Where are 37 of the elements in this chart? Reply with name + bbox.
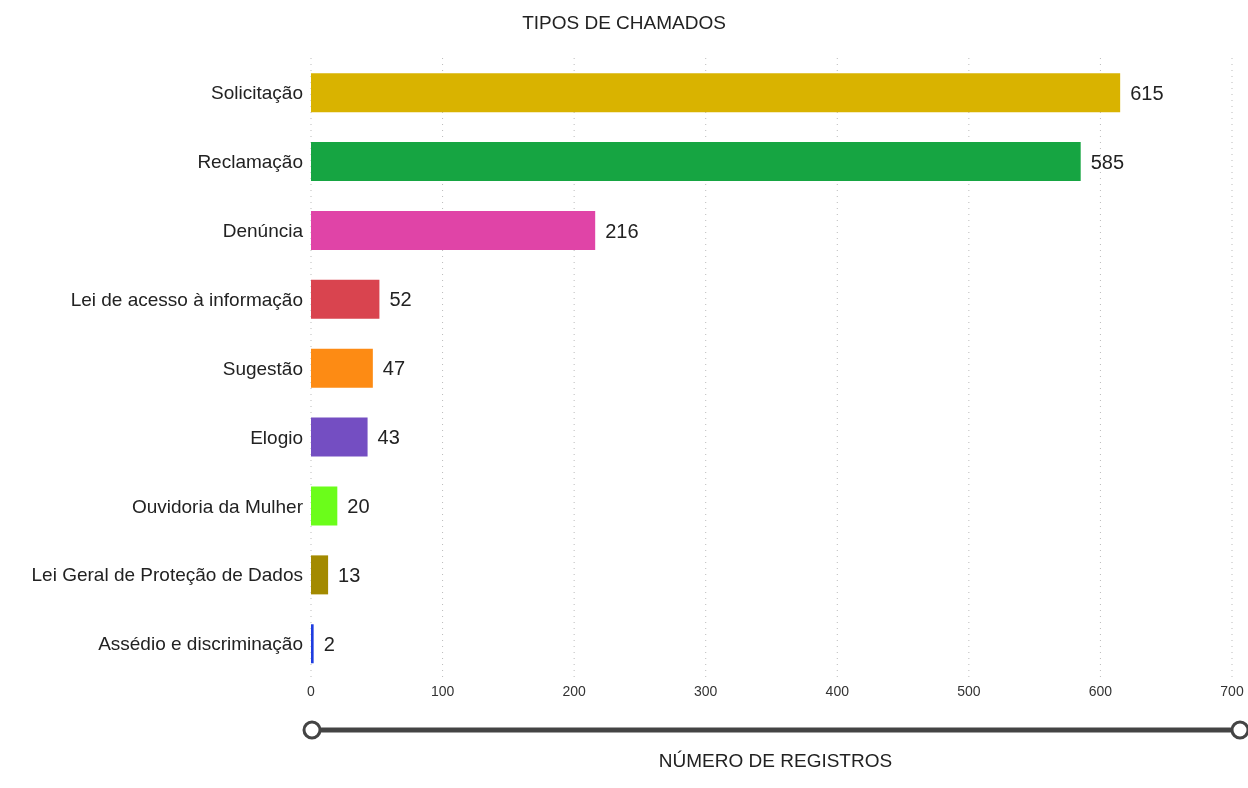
bar	[311, 417, 368, 457]
y-tick-label: Assédio e discriminação	[98, 633, 303, 655]
bar	[311, 73, 1121, 113]
data-label: 47	[382, 357, 406, 380]
bar	[311, 142, 1081, 182]
bar	[311, 279, 380, 319]
data-label: 2	[323, 632, 335, 655]
data-label: 216	[605, 219, 639, 242]
x-tick-label: 400	[825, 682, 850, 699]
y-tick-label: Reclamação	[197, 151, 303, 173]
y-tick-label: Lei Geral de Proteção de Dados	[31, 564, 303, 586]
y-tick-label: Elogio	[250, 426, 303, 448]
bar	[311, 486, 338, 526]
bar	[311, 555, 329, 595]
x-tick-label: 100	[430, 682, 455, 699]
x-tick-label: 300	[694, 682, 718, 699]
data-label: 52	[389, 288, 412, 311]
bar	[311, 210, 596, 250]
data-label: 13	[338, 563, 361, 586]
data-label: 585	[1090, 150, 1125, 173]
y-tick-label: Sugestão	[222, 357, 303, 379]
data-label: 20	[347, 495, 370, 518]
bar	[311, 624, 314, 664]
y-tick-label: Lei de acesso à informação	[70, 288, 303, 310]
y-tick-label: Solicitação	[211, 82, 303, 104]
x-tick-label: 500	[957, 682, 981, 699]
x-tick-label: 0	[307, 682, 316, 699]
chart-title: TIPOS DE CHAMADOS	[521, 11, 727, 35]
data-label: 615	[1130, 81, 1164, 104]
y-tick-label: Denúncia	[222, 219, 304, 241]
bar	[311, 348, 373, 388]
x-axis-title: NÚMERO DE REGISTROS	[657, 750, 894, 772]
y-tick-label: Ouvidoria da Mulher	[131, 495, 304, 517]
x-tick-label: 700	[1220, 682, 1244, 699]
data-label: 43	[377, 426, 400, 449]
x-tick-label: 200	[562, 682, 587, 699]
x-tick-label: 600	[1088, 682, 1113, 699]
